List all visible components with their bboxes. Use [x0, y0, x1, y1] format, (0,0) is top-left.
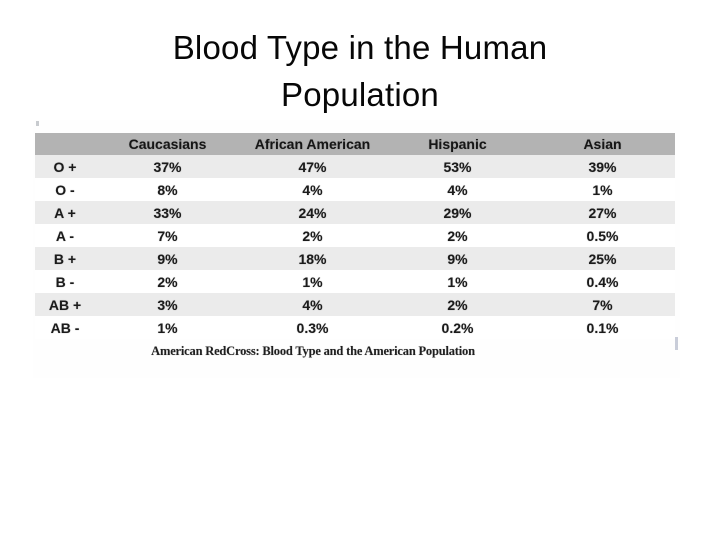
blood-type-label: A +: [54, 204, 76, 221]
table-row: O - 8% 4% 4% 1%: [35, 178, 675, 201]
blood-type-label: O +: [53, 158, 77, 175]
header-cell-african-american: African American: [240, 133, 385, 155]
table-row: O + 37% 47% 53% 39%: [35, 155, 675, 178]
table-cell: 25%: [588, 250, 617, 267]
table-row: AB - 1% 0.3% 0.2% 0.1%: [35, 316, 675, 339]
table-row: B - 2% 1% 1% 0.4%: [35, 270, 675, 293]
table-cell: 7%: [157, 227, 178, 244]
header-cell-asian: Asian: [530, 133, 675, 155]
table-cell: 2%: [302, 227, 323, 244]
table-cell: 7%: [592, 296, 613, 313]
table-cell: 4%: [302, 296, 323, 313]
table-cell: 0.2%: [441, 319, 474, 336]
table-cell: 27%: [588, 204, 617, 221]
table-cell: 1%: [302, 273, 323, 290]
table-row: A - 7% 2% 2% 0.5%: [35, 224, 675, 247]
table-cell: 4%: [302, 181, 323, 198]
table-cell: 2%: [447, 227, 468, 244]
table-cell: 2%: [447, 296, 468, 313]
table-cell: 0.4%: [586, 273, 619, 290]
table-cell: 8%: [157, 181, 178, 198]
table-cell: 0.3%: [296, 319, 329, 336]
blood-type-label: AB +: [48, 296, 82, 313]
table-row: B + 9% 18% 9% 25%: [35, 247, 675, 270]
header-cell-caucasians: Caucasians: [95, 133, 240, 155]
table-cell: 4%: [447, 181, 468, 198]
table-cell: 1%: [157, 319, 178, 336]
blood-type-label: B -: [55, 273, 75, 290]
table-cell: 37%: [153, 158, 182, 175]
table-row: AB + 3% 4% 2% 7%: [35, 293, 675, 316]
table-cell: 18%: [298, 250, 327, 267]
table-cell: 33%: [153, 204, 182, 221]
table-cell: 24%: [298, 204, 327, 221]
image-artifact: [675, 337, 678, 350]
image-artifact: [36, 121, 39, 126]
table-cell: 3%: [157, 296, 178, 313]
table-row: A + 33% 24% 29% 27%: [35, 201, 675, 224]
header-cell-hispanic: Hispanic: [385, 133, 530, 155]
table-source-caption: American RedCross: Blood Type and the Am…: [151, 344, 475, 358]
table-header-row: Caucasians African American Hispanic Asi…: [35, 133, 675, 155]
blood-type-label: B +: [53, 250, 77, 267]
table-cell: 1%: [447, 273, 468, 290]
blood-type-label: O -: [55, 181, 75, 198]
table-cell: 47%: [298, 158, 327, 175]
table-cell: 2%: [157, 273, 178, 290]
table-cell: 0.1%: [586, 319, 619, 336]
blood-type-table: Caucasians African American Hispanic Asi…: [35, 133, 675, 339]
blood-type-label: A -: [55, 227, 75, 244]
table-cell: 0.5%: [586, 227, 619, 244]
table-cell: 29%: [443, 204, 472, 221]
table-cell: 53%: [443, 158, 472, 175]
table-cell: 9%: [157, 250, 178, 267]
slide-title: Blood Type in the Human Population: [172, 29, 548, 113]
table-cell: 39%: [588, 158, 617, 175]
blood-type-label: AB -: [50, 319, 80, 336]
table-cell: 1%: [592, 181, 613, 198]
table-cell: 9%: [447, 250, 468, 267]
header-cell-empty: [35, 133, 95, 155]
blood-type-table-image: Caucasians African American Hispanic Asi…: [33, 120, 680, 378]
